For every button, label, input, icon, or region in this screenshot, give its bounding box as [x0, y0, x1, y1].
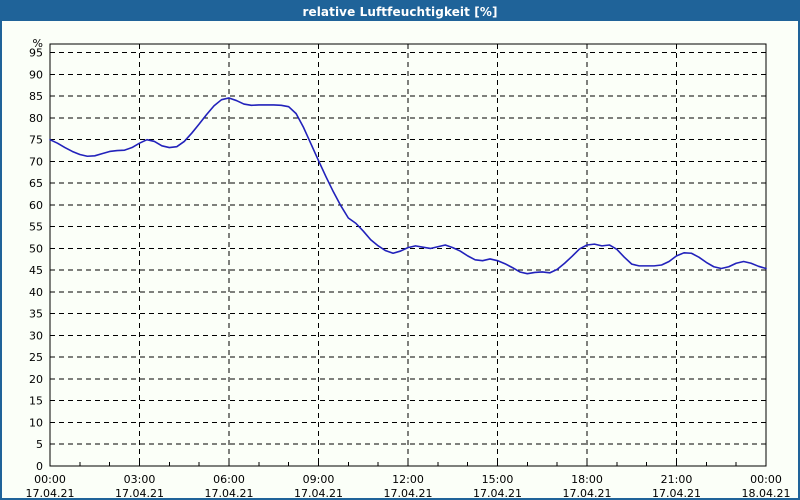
y-axis-tick-label: 90 [29, 68, 43, 81]
x-axis-date-label: 17.04.21 [473, 487, 522, 498]
x-axis-date-label: 17.04.21 [563, 487, 612, 498]
y-axis-tick-label: 75 [29, 134, 43, 147]
window-title: relative Luftfeuchtigkeit [%] [302, 4, 498, 19]
series-layer [49, 97, 767, 275]
x-axis-time-label: 06:00 [213, 473, 245, 486]
y-axis-tick-label: 5 [36, 438, 43, 451]
grid-layer [50, 44, 766, 466]
chart-canvas: 0 5 10 15 20 25 30 35 40 45 50 55 60 65 70 75 80 85 90 95 0… [2, 21, 798, 498]
y-axis-tick-label: 25 [29, 351, 43, 364]
y-axis-tick-label: 60 [29, 199, 43, 212]
y-axis-tick-label: 65 [29, 177, 43, 190]
x-axis-time-label: 21:00 [661, 473, 693, 486]
y-axis-tick-label: 45 [29, 264, 43, 277]
series-line-humidity [49, 97, 767, 275]
y-axis-tick-label: 50 [29, 242, 43, 255]
x-axis-time-label: 18:00 [571, 473, 603, 486]
y-axis-tick-label: 15 [29, 395, 43, 408]
y-axis-tick-label: 10 [29, 416, 43, 429]
window-title-bar: relative Luftfeuchtigkeit [%] [2, 2, 798, 21]
y-axis-tick-label: 80 [29, 112, 43, 125]
x-axis-date-label: 17.04.21 [205, 487, 254, 498]
x-axis-labels: 00:0017.04.2103:0017.04.2106:0017.04.210… [26, 473, 791, 498]
y-axis-tick-label: 40 [29, 286, 43, 299]
x-axis-date-label: 17.04.21 [652, 487, 701, 498]
y-axis-tick-label: 85 [29, 90, 43, 103]
x-axis-time-label: 09:00 [303, 473, 335, 486]
y-axis-tick-label: 95 [29, 47, 43, 60]
x-axis-date-label: 17.04.21 [115, 487, 164, 498]
y-axis-tick-label: 55 [29, 221, 43, 234]
x-axis-time-label: 12:00 [392, 473, 424, 486]
axis-layer [49, 43, 767, 467]
y-axis-tick-label: 0 [36, 460, 43, 473]
x-axis-time-label: 00:00 [34, 473, 66, 486]
x-axis-time-label: 00:00 [750, 473, 782, 486]
x-axis-time-label: 03:00 [124, 473, 156, 486]
x-axis-date-label: 17.04.21 [26, 487, 75, 498]
x-axis-date-label: 17.04.21 [384, 487, 433, 498]
x-axis-time-label: 15:00 [482, 473, 514, 486]
x-axis-date-label: 18.04.21 [742, 487, 791, 498]
x-axis-date-label: 17.04.21 [294, 487, 343, 498]
y-axis-labels: 0 5 10 15 20 25 30 35 40 45 50 55 60 65 70 75 80 85 90 95 [29, 47, 43, 473]
humidity-line-chart: 0 5 10 15 20 25 30 35 40 45 50 55 60 65 70 75 80 85 90 95 0… [26, 37, 791, 498]
y-axis-tick-label: 35 [29, 308, 43, 321]
y-axis-tick-label: 30 [29, 329, 43, 342]
y-axis-tick-label: 20 [29, 373, 43, 386]
y-axis-unit-label: % [33, 37, 43, 50]
y-axis-tick-label: 70 [29, 155, 43, 168]
